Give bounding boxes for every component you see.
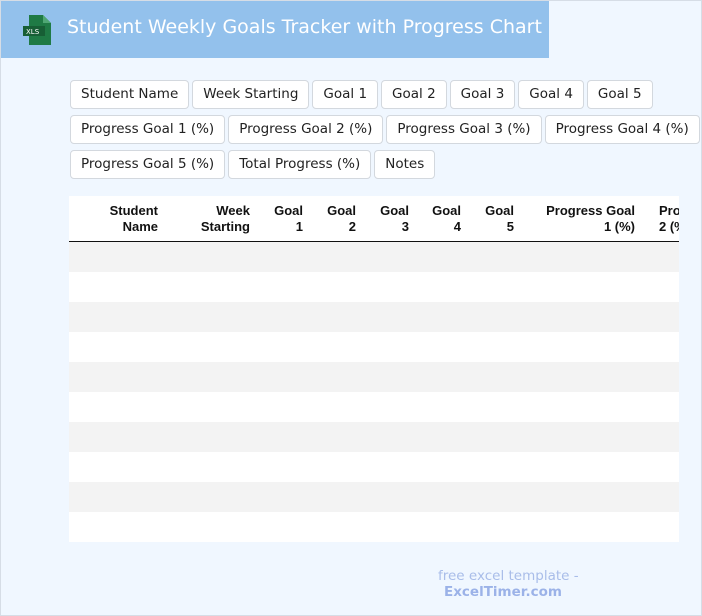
column-header-line: Week bbox=[216, 203, 250, 218]
column-header: Week Starting bbox=[166, 196, 258, 241]
column-header-line: Goal bbox=[380, 203, 409, 218]
table-row[interactable] bbox=[69, 332, 679, 362]
column-header: Goal 4 bbox=[417, 196, 469, 241]
field-chip[interactable]: Goal 5 bbox=[586, 80, 653, 109]
table-row[interactable] bbox=[69, 512, 679, 542]
column-header-line: Name bbox=[122, 219, 158, 234]
column-header-line: 1 bbox=[295, 219, 303, 234]
column-header: Goal 1 bbox=[258, 196, 311, 241]
column-header: Goal 5 bbox=[469, 196, 522, 241]
column-header-line: 2 (%) bbox=[659, 219, 679, 234]
field-chip[interactable]: Student Name bbox=[70, 80, 190, 109]
table-row[interactable] bbox=[69, 452, 679, 482]
column-header-line: 5 bbox=[506, 219, 514, 234]
column-header-line: 4 bbox=[453, 219, 461, 234]
column-header-line: Progress Goal bbox=[659, 203, 679, 218]
column-header: Goal 3 bbox=[364, 196, 417, 241]
column-header-line: Student bbox=[109, 203, 158, 218]
table-row[interactable] bbox=[69, 302, 679, 332]
column-header: Student Name bbox=[69, 196, 166, 241]
field-chip[interactable]: Total Progress (%) bbox=[228, 150, 372, 179]
title-banner: XLS Student Weekly Goals Tracker with Pr… bbox=[1, 1, 549, 58]
column-header-line: Goal bbox=[432, 203, 461, 218]
field-chip[interactable]: Week Starting bbox=[192, 80, 310, 109]
field-chip[interactable]: Progress Goal 1 (%) bbox=[70, 115, 226, 144]
column-header-line: 3 bbox=[401, 219, 409, 234]
footer-brand-link[interactable]: ExcelTimer.com bbox=[444, 584, 562, 600]
field-chip-list: Student Name Week Starting Goal 1 Goal 2 Goa… bbox=[70, 80, 700, 179]
excel-file-icon: XLS bbox=[23, 15, 51, 45]
field-chip[interactable]: Progress Goal 5 (%) bbox=[70, 150, 226, 179]
table-row[interactable] bbox=[69, 242, 679, 272]
table-header: Student Name Week Starting Goal 1 Goal 2 Goal 3 Go… bbox=[69, 196, 679, 242]
table-row[interactable] bbox=[69, 272, 679, 302]
column-header-line: Progress Goal bbox=[546, 203, 635, 218]
table-row[interactable] bbox=[69, 362, 679, 392]
field-chip[interactable]: Progress Goal 2 (%) bbox=[228, 115, 384, 144]
page-title: Student Weekly Goals Tracker with Progre… bbox=[67, 16, 542, 38]
column-header-line: Starting bbox=[200, 219, 250, 234]
field-chip[interactable]: Goal 1 bbox=[312, 80, 379, 109]
table-row[interactable] bbox=[69, 482, 679, 512]
field-chip[interactable]: Goal 4 bbox=[518, 80, 584, 109]
footer-text: free excel template - bbox=[438, 568, 579, 584]
field-chip[interactable]: Notes bbox=[374, 150, 436, 179]
svg-text:XLS: XLS bbox=[26, 28, 40, 36]
footer-credit: free excel template -ExcelTimer.com bbox=[438, 568, 701, 600]
column-header-line: 2 bbox=[348, 219, 356, 234]
field-chip[interactable]: Progress Goal 4 (%) bbox=[544, 115, 700, 144]
table-row[interactable] bbox=[69, 422, 679, 452]
field-chip[interactable]: Goal 3 bbox=[449, 80, 516, 109]
column-header: Goal 2 bbox=[311, 196, 364, 241]
column-header-line: Goal bbox=[327, 203, 356, 218]
data-table: Student Name Week Starting Goal 1 Goal 2 Goal 3 Go… bbox=[69, 196, 679, 542]
column-header-line: Goal bbox=[485, 203, 514, 218]
table-body bbox=[69, 242, 679, 542]
column-header-line: Goal bbox=[274, 203, 303, 218]
column-header: Progress Goal 1 (%) bbox=[522, 196, 643, 241]
table-row[interactable] bbox=[69, 392, 679, 422]
field-chip[interactable]: Progress Goal 3 (%) bbox=[386, 115, 542, 144]
field-chip[interactable]: Goal 2 bbox=[381, 80, 447, 109]
column-header-line: 1 (%) bbox=[603, 219, 635, 234]
